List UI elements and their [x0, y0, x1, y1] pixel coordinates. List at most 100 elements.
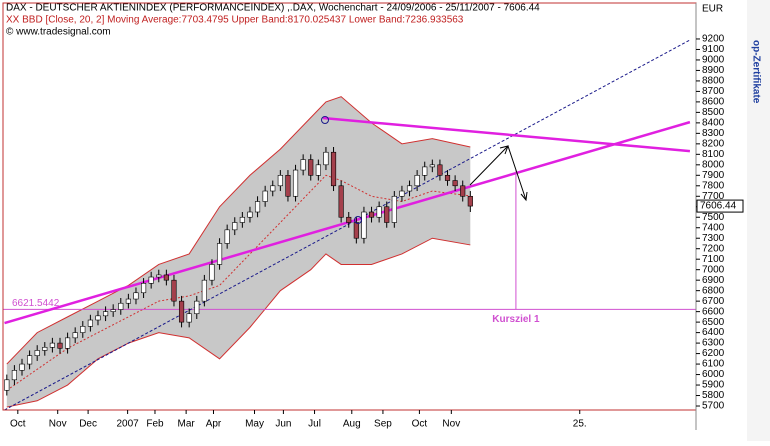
- y-tick-label: 7400: [702, 222, 725, 233]
- candle-body: [429, 164, 435, 168]
- x-tick-label: Feb: [146, 419, 164, 430]
- y-tick-label: 6900: [702, 275, 725, 286]
- x-tick-label: Oct: [10, 419, 26, 430]
- y-tick-label: 8800: [702, 76, 725, 87]
- candle-body: [209, 264, 215, 281]
- candle-body: [452, 180, 458, 187]
- y-tick-label: 6200: [702, 348, 725, 359]
- x-tick-label: Sep: [374, 419, 392, 430]
- moving-average: [6, 174, 471, 391]
- x-tick-label: Nov: [442, 419, 460, 430]
- candle-body: [270, 185, 276, 192]
- candle-body: [57, 342, 63, 349]
- candle-body: [399, 190, 405, 197]
- candle-body: [262, 190, 268, 202]
- y-tick-label: 5800: [702, 390, 725, 401]
- y-tick-label: 7000: [702, 264, 725, 275]
- candle-body: [80, 326, 86, 333]
- candle-body: [49, 342, 55, 348]
- y-tick-label: 7100: [702, 254, 725, 265]
- y-tick-label: 9200: [702, 34, 725, 45]
- band-fill: [6, 96, 471, 408]
- candle-body: [19, 363, 25, 371]
- candle-body: [87, 319, 93, 327]
- candle-body: [224, 229, 230, 244]
- plot: [3, 39, 696, 411]
- y-tick-label: 7200: [702, 243, 725, 254]
- candle-body: [72, 332, 78, 339]
- level-label: 6621.5442: [12, 298, 60, 309]
- candle-body: [437, 164, 443, 176]
- candle-body: [27, 355, 33, 365]
- candle-body: [133, 292, 139, 300]
- y-tick-label: 7900: [702, 170, 725, 181]
- x-tick-label: Dec: [79, 419, 97, 430]
- candle-body: [34, 350, 40, 356]
- candle-body: [194, 300, 200, 315]
- candle-body: [254, 201, 261, 213]
- candle-body: [239, 216, 245, 223]
- arrow-head: [520, 191, 528, 202]
- candle-body: [422, 166, 428, 176]
- candle-body: [277, 175, 283, 187]
- candle-body: [330, 151, 337, 187]
- x-tick-label: Jun: [275, 419, 291, 430]
- x-tick-label: 25.: [573, 419, 587, 430]
- candle-body: [4, 379, 10, 391]
- candle-body: [156, 274, 162, 278]
- candle-body: [65, 337, 71, 349]
- y-tick-label: 6500: [702, 317, 725, 328]
- candle-body: [103, 311, 109, 317]
- target-label: Kursziel 1: [492, 314, 540, 325]
- candle-body: [300, 159, 306, 171]
- candle-body: [376, 206, 382, 218]
- candle-body: [247, 211, 253, 218]
- candle-body: [315, 164, 321, 176]
- candle-body: [232, 222, 238, 231]
- candle-body: [118, 302, 124, 310]
- x-tick-label: Mar: [178, 419, 196, 430]
- y-tick-label: 8200: [702, 138, 725, 149]
- candle-body: [323, 151, 329, 166]
- price-label: 7606.44: [700, 201, 737, 212]
- x-tick-label: Oct: [412, 419, 428, 430]
- candle-body: [391, 195, 397, 223]
- candle-body: [361, 211, 367, 239]
- source: © www.tradesignal.com: [6, 27, 111, 38]
- x-tick-label: Apr: [206, 419, 222, 430]
- candle-body: [110, 309, 116, 312]
- marker: [354, 216, 362, 224]
- candle-body: [216, 243, 223, 265]
- y-tick-label: 9100: [702, 44, 725, 55]
- y-tick-label: 8600: [702, 97, 725, 108]
- y-tick-label: 8900: [702, 65, 725, 76]
- candle-body: [368, 211, 375, 218]
- y-tick-label: 6100: [702, 359, 725, 370]
- candle-body: [163, 274, 169, 281]
- x-tick-label: 2007: [116, 419, 139, 430]
- arrow: [507, 145, 527, 201]
- y-tick-label: 8500: [702, 107, 725, 118]
- y-tick-label: 8400: [702, 118, 725, 129]
- y-tick-label: 8300: [702, 128, 725, 139]
- chart-title: DAX - DEUTSCHER AKTIENINDEX (PERFORMANCE…: [6, 3, 540, 14]
- candle-body: [346, 216, 352, 223]
- candle-body: [406, 185, 413, 192]
- arrow: [469, 145, 509, 186]
- x-tick-label: May: [245, 419, 264, 430]
- y-tick-label: 8700: [702, 86, 725, 97]
- x-tick-label: Jul: [308, 419, 321, 430]
- candle-body: [338, 185, 344, 218]
- x-tick-label: Nov: [49, 419, 67, 430]
- y-tick-label: 6600: [702, 306, 725, 317]
- y-tick-label: 6400: [702, 327, 725, 338]
- y-tick-label: 9000: [702, 55, 725, 66]
- y-tick-label: 5900: [702, 380, 725, 391]
- candle-body: [467, 195, 473, 207]
- trend-line: [322, 116, 691, 153]
- candle-body: [140, 283, 147, 294]
- y-axis-label: EUR: [702, 4, 723, 15]
- candle-body: [285, 175, 291, 197]
- candle-body: [42, 346, 48, 351]
